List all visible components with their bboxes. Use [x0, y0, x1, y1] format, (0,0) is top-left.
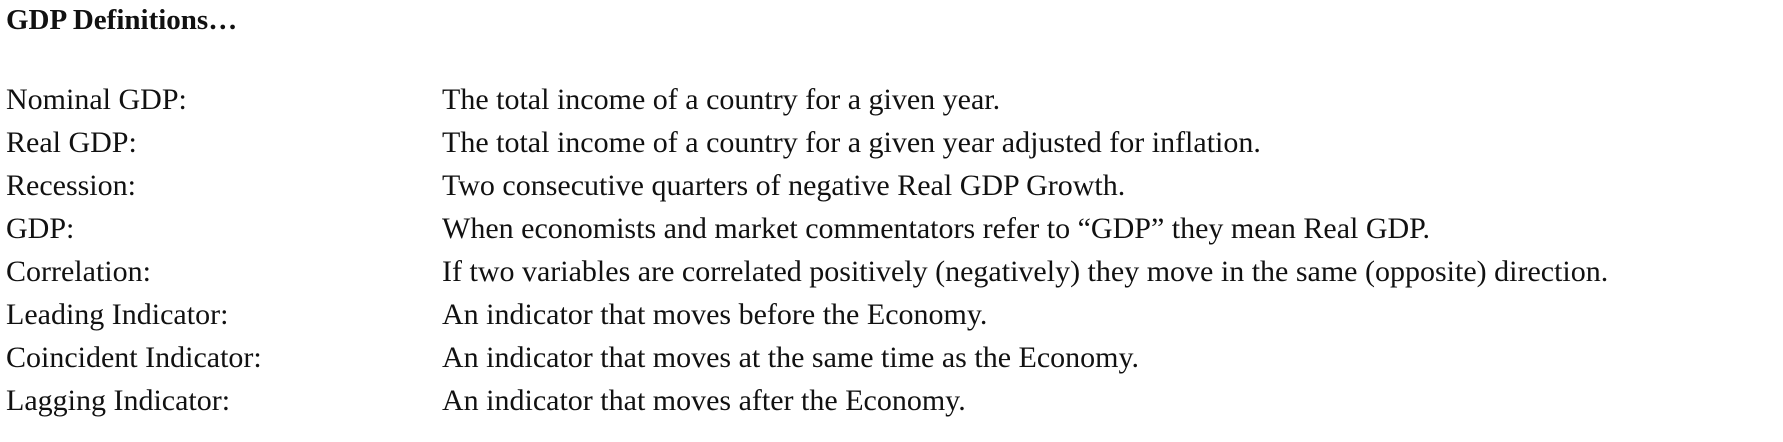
definition-term: Coincident Indicator:: [6, 341, 262, 374]
definition-text: The total income of a country for a give…: [442, 126, 1261, 159]
definition-text: An indicator that moves before the Econo…: [442, 298, 988, 331]
definition-term: Correlation:: [6, 255, 151, 288]
definition-term: Lagging Indicator:: [6, 384, 231, 417]
definition-text: The total income of a country for a give…: [442, 83, 1001, 116]
definition-row-gdp: GDP: When economists and market commenta…: [6, 207, 1776, 250]
page-title: GDP Definitions…: [6, 4, 238, 36]
definition-term: GDP:: [6, 212, 75, 245]
definition-text: Two consecutive quarters of negative Rea…: [442, 169, 1126, 202]
definition-row-lagging-indicator: Lagging Indicator: An indicator that mov…: [6, 379, 1776, 422]
definition-row-real-gdp: Real GDP: The total income of a country …: [6, 121, 1776, 164]
definition-term: Real GDP:: [6, 126, 137, 159]
definition-text: If two variables are correlated positive…: [442, 255, 1609, 288]
definition-row-leading-indicator: Leading Indicator: An indicator that mov…: [6, 293, 1776, 336]
definition-term: Leading Indicator:: [6, 298, 229, 331]
definition-term: Nominal GDP:: [6, 83, 187, 116]
definition-row-coincident-indicator: Coincident Indicator: An indicator that …: [6, 336, 1776, 379]
definition-row-recession: Recession: Two consecutive quarters of n…: [6, 164, 1776, 207]
definition-row-nominal-gdp: Nominal GDP: The total income of a count…: [6, 78, 1776, 121]
definition-text: An indicator that moves after the Econom…: [442, 384, 966, 417]
definition-text: An indicator that moves at the same time…: [442, 341, 1140, 374]
definitions-list: Nominal GDP: The total income of a count…: [6, 78, 1776, 422]
definition-text: When economists and market commentators …: [442, 212, 1431, 245]
definition-term: Recession:: [6, 169, 136, 202]
definition-row-correlation: Correlation: If two variables are correl…: [6, 250, 1776, 293]
